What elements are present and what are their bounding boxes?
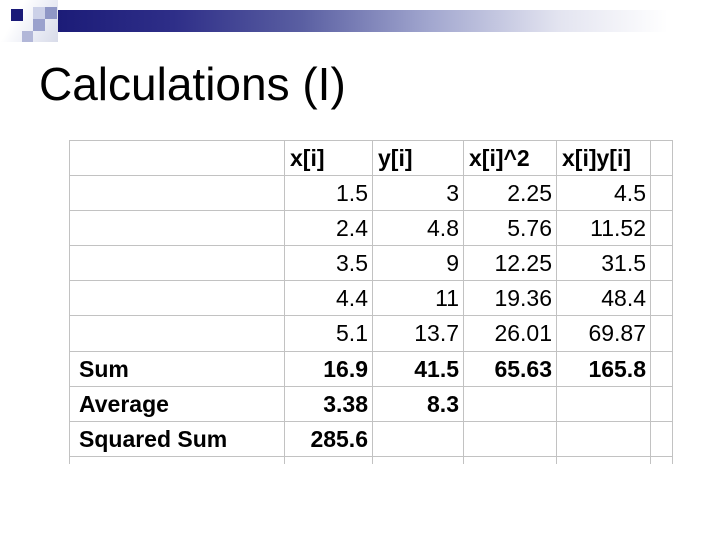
calculations-table: x[i] y[i] x[i]^2 x[i]y[i] 1.5 3 2.25 4.5… [69, 140, 673, 464]
header-cell-xy: x[i]y[i] [557, 141, 651, 176]
value-cell: 19.36 [464, 281, 557, 316]
value-cell: 5.76 [464, 211, 557, 246]
partial-cell [651, 281, 673, 316]
average-value-cell: 3.38 [285, 387, 373, 422]
partial-cell [651, 422, 673, 457]
value-cell: 2.4 [285, 211, 373, 246]
partial-cell [651, 176, 673, 211]
row-label-cell [70, 316, 285, 352]
value-cell: 9 [373, 246, 464, 281]
average-row-label: Average [70, 387, 285, 422]
sum-value-cell: 16.9 [285, 352, 373, 387]
value-cell: 1.5 [285, 176, 373, 211]
squared-sum-value-cell [464, 422, 557, 457]
value-cell: 3.5 [285, 246, 373, 281]
value-cell: 48.4 [557, 281, 651, 316]
average-value-cell [464, 387, 557, 422]
partial-cell [651, 316, 673, 352]
partial-cell [557, 457, 651, 464]
squared-sum-row-label: Squared Sum [70, 422, 285, 457]
squared-sum-value-cell [373, 422, 464, 457]
row-label-cell [70, 281, 285, 316]
deco-square-slate-blue [45, 7, 57, 19]
row-label-cell [70, 211, 285, 246]
value-cell: 12.25 [464, 246, 557, 281]
deco-square-pale-blue [33, 7, 45, 19]
value-cell: 13.7 [373, 316, 464, 352]
header-cell-partial [651, 141, 673, 176]
sum-value-cell: 165.8 [557, 352, 651, 387]
deco-square-light-lavender [22, 31, 33, 42]
deco-square-lavender [33, 19, 45, 31]
value-cell: 4.5 [557, 176, 651, 211]
average-value-cell [557, 387, 651, 422]
partial-cell [651, 246, 673, 281]
value-cell: 69.87 [557, 316, 651, 352]
value-cell: 3 [373, 176, 464, 211]
header-cell-x-squared: x[i]^2 [464, 141, 557, 176]
average-value-cell: 8.3 [373, 387, 464, 422]
header-cell-y: y[i] [373, 141, 464, 176]
row-label-cell [70, 246, 285, 281]
partial-cell [285, 457, 373, 464]
value-cell: 11.52 [557, 211, 651, 246]
squared-sum-value-cell: 285.6 [285, 422, 373, 457]
value-cell: 2.25 [464, 176, 557, 211]
partial-cell [70, 457, 285, 464]
squared-sum-value-cell [557, 422, 651, 457]
partial-cell [651, 211, 673, 246]
header-cell-x: x[i] [285, 141, 373, 176]
partial-cell [373, 457, 464, 464]
partial-cell [651, 352, 673, 387]
row-label-cell [70, 176, 285, 211]
partial-cell [651, 457, 673, 464]
sum-value-cell: 65.63 [464, 352, 557, 387]
value-cell: 5.1 [285, 316, 373, 352]
slide-title: Calculations (I) [39, 58, 346, 110]
value-cell: 11 [373, 281, 464, 316]
value-cell: 4.4 [285, 281, 373, 316]
header-cell-empty [70, 141, 285, 176]
partial-cell [464, 457, 557, 464]
value-cell: 26.01 [464, 316, 557, 352]
sum-row-label: Sum [70, 352, 285, 387]
value-cell: 4.8 [373, 211, 464, 246]
deco-gradient-bar [58, 10, 700, 32]
partial-cell [651, 387, 673, 422]
value-cell: 31.5 [557, 246, 651, 281]
sum-value-cell: 41.5 [373, 352, 464, 387]
deco-square-dark-navy [11, 9, 23, 21]
